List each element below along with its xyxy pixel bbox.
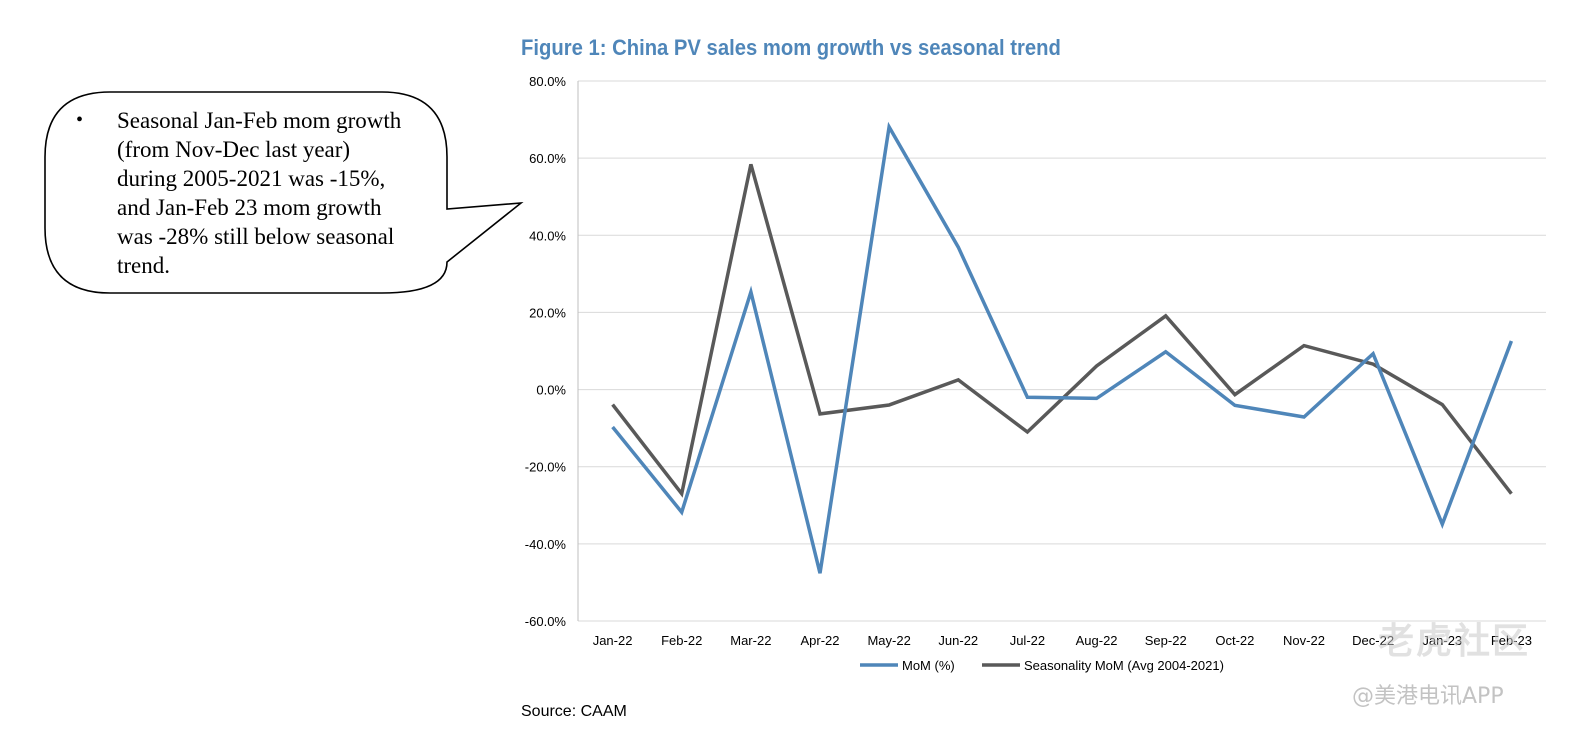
watermark-handle: @美港电讯APP	[1352, 684, 1504, 709]
y-axis-ticks: 80.0% 60.0% 40.0% 20.0% 0.0% -20.0% -40.0% -60.…	[525, 74, 567, 629]
chart-title: Figure 1: China PV sales mom growth vs s…	[521, 35, 1061, 60]
y-tick-label: -20.0%	[525, 460, 567, 475]
x-tick-label: Feb-22	[661, 633, 702, 648]
x-tick-label: Apr-22	[800, 633, 839, 648]
x-tick-label: Sep-22	[1145, 633, 1187, 648]
x-tick-label: Mar-22	[730, 633, 771, 648]
legend-label-seasonality: Seasonality MoM (Avg 2004-2021)	[1024, 658, 1224, 673]
y-tick-label: 0.0%	[536, 383, 566, 398]
series-line-mom	[611, 121, 1514, 574]
x-tick-label: Jan-22	[593, 633, 633, 648]
callout-body: Seasonal Jan-Feb mom growth (from Nov-De…	[117, 108, 402, 278]
y-tick-label: -40.0%	[525, 537, 567, 552]
x-tick-label: May-22	[867, 633, 910, 648]
x-tick-label: Nov-22	[1283, 633, 1325, 648]
gridlines	[577, 80, 1546, 622]
y-tick-label: 80.0%	[529, 74, 566, 89]
callout-text: • Seasonal Jan-Feb mom growth (from Nov-…	[76, 106, 406, 280]
y-tick-label: 60.0%	[529, 151, 566, 166]
x-tick-label: Feb-23	[1491, 633, 1532, 648]
watermark-logo-text: 老虎社区	[1378, 621, 1531, 662]
series-line-seasonality	[611, 163, 1513, 498]
source-note: Source: CAAM	[521, 703, 627, 720]
x-tick-label: Aug-22	[1076, 633, 1118, 648]
x-tick-label: Jun-22	[938, 633, 978, 648]
x-axis-ticks: Jan-22 Feb-22 Mar-22 Apr-22 May-22 Jun-22 Jul-…	[593, 633, 1532, 648]
legend-label-mom: MoM (%)	[902, 658, 955, 673]
y-tick-label: 20.0%	[529, 305, 566, 320]
callout-bubble	[44, 91, 524, 294]
callout-bullet: •	[76, 109, 84, 131]
x-tick-label: Jul-22	[1010, 633, 1045, 648]
x-tick-label: Dec-22	[1352, 633, 1394, 648]
series-lines	[611, 121, 1514, 574]
x-tick-label: Jan-23	[1422, 633, 1462, 648]
x-tick-label: Oct-22	[1215, 633, 1254, 648]
legend: MoM (%) Seasonality MoM (Avg 2004-2021)	[860, 658, 1224, 673]
y-tick-label: -60.0%	[525, 614, 567, 629]
y-tick-label: 40.0%	[529, 228, 566, 243]
